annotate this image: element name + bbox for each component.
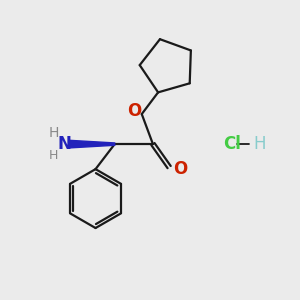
Text: O: O bbox=[127, 101, 142, 119]
Text: Cl: Cl bbox=[224, 135, 242, 153]
Text: H: H bbox=[253, 135, 266, 153]
Text: O: O bbox=[173, 160, 187, 178]
Text: H: H bbox=[48, 126, 59, 140]
Text: N: N bbox=[57, 135, 71, 153]
Polygon shape bbox=[69, 140, 115, 148]
Text: H: H bbox=[49, 149, 58, 162]
